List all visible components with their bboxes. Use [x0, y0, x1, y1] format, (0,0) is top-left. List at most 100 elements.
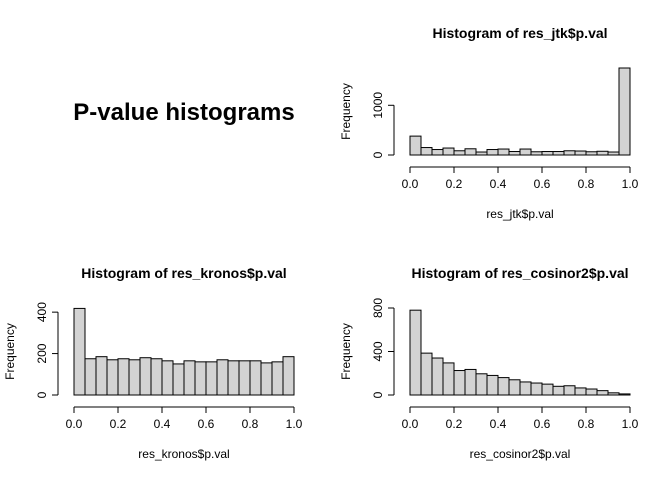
histogram-bar: [453, 150, 466, 156]
x-tick-label: 0.0: [66, 417, 83, 431]
x-tick-label: 0.6: [198, 417, 215, 431]
x-tick-label: 0.2: [110, 417, 127, 431]
x-tick-label: 0.4: [154, 417, 171, 431]
histogram-bar: [607, 392, 620, 396]
histogram-bar: [420, 147, 433, 156]
histogram-bar: [475, 151, 488, 156]
histogram-bar: [117, 358, 130, 396]
x-tick-label: 0.2: [446, 417, 463, 431]
x-tick-label: 1.0: [622, 177, 639, 191]
histogram-bar: [541, 151, 554, 156]
y-axis-label: Frequency: [339, 323, 353, 380]
histogram-bar: [618, 393, 631, 396]
histogram-bar: [574, 387, 587, 396]
x-tick-label: 0.8: [578, 177, 595, 191]
histogram-bar: [552, 385, 565, 396]
histogram-bar: [475, 373, 488, 396]
x-tick-label: 0.2: [446, 177, 463, 191]
x-tick-label: 0.8: [578, 417, 595, 431]
histogram-bar: [618, 67, 631, 156]
histogram-bar: [508, 151, 521, 156]
histogram-bar: [205, 361, 218, 396]
x-tick-label: 0.4: [490, 417, 507, 431]
histogram-bar: [596, 150, 609, 156]
panel-title: Histogram of res_cosinor2$p.val: [411, 265, 628, 281]
histogram-bar: [585, 388, 598, 396]
y-axis-label: Frequency: [339, 83, 353, 140]
x-tick-label: 0.0: [402, 417, 419, 431]
histogram-bar: [464, 368, 477, 396]
histogram-kronos-panel: Histogram of res_kronos$p.val 0.0 0.2 0.4 0.…: [3, 265, 303, 461]
histogram-bar: [172, 363, 185, 396]
x-axis-label: res_cosinor2$p.val: [470, 447, 571, 461]
histogram-bar: [106, 359, 119, 396]
histogram-bar: [161, 360, 174, 396]
x-tick-label: 0.0: [402, 177, 419, 191]
histogram-bar: [260, 362, 273, 396]
histogram-bar: [271, 361, 284, 396]
histogram-bar: [442, 147, 455, 156]
histogram-bar: [249, 360, 262, 396]
histogram-bar: [607, 151, 620, 156]
histogram-bar: [519, 148, 532, 156]
histogram-bar: [216, 359, 229, 396]
histogram-bar: [453, 370, 466, 396]
histogram-bar: [150, 358, 163, 396]
histogram-jtk-panel: Histogram of res_jtk$p.val 0.0 0.2 0.4 0.6 0.…: [339, 25, 639, 221]
histogram-bar: [552, 151, 565, 156]
x-tick-label: 0.6: [534, 177, 551, 191]
histogram-bar: [95, 356, 108, 396]
histogram-bar: [431, 357, 444, 396]
panel-title: Histogram of res_jtk$p.val: [432, 25, 607, 41]
y-tick-label: 1000: [371, 92, 385, 119]
histogram-bar: [194, 361, 207, 396]
histogram-bar: [563, 385, 576, 396]
histogram-bar: [508, 379, 521, 396]
histogram-bar: [183, 360, 196, 396]
y-axis-label: Frequency: [3, 323, 17, 380]
y-tick-label: 400: [35, 302, 49, 322]
histogram-bar: [73, 307, 86, 396]
histogram-bar: [464, 148, 477, 156]
histogram-bar: [84, 358, 97, 396]
x-tick-label: 1.0: [286, 417, 303, 431]
histogram-bar: [139, 357, 152, 396]
histogram-bar: [420, 352, 433, 396]
y-tick-label: 800: [371, 298, 385, 318]
x-tick-label: 0.4: [490, 177, 507, 191]
histogram-bar: [442, 362, 455, 396]
histogram-bar: [530, 382, 543, 396]
y-tick-label: 0: [35, 391, 49, 398]
histogram-bar: [431, 149, 444, 156]
histogram-bar: [574, 150, 587, 156]
x-tick-label: 1.0: [622, 417, 639, 431]
y-tick-label: 200: [35, 343, 49, 363]
histogram-bar: [541, 383, 554, 396]
histogram-cosinor2-panel: Histogram of res_cosinor2$p.val 0.0 0.2 0.4…: [339, 265, 639, 461]
y-tick-label: 0: [371, 391, 385, 398]
y-tick-label: 400: [371, 341, 385, 361]
histogram-bar: [596, 390, 609, 396]
histogram-bar: [409, 135, 422, 156]
histogram-bar: [409, 309, 422, 396]
x-tick-label: 0.6: [534, 417, 551, 431]
x-axis-label: res_kronos$p.val: [138, 447, 229, 461]
histogram-bar: [128, 359, 141, 396]
histogram-bar: [530, 151, 543, 156]
histogram-bar: [486, 374, 499, 396]
histogram-bar: [497, 148, 510, 156]
histogram-bar: [563, 150, 576, 156]
y-tick-label: 0: [371, 151, 385, 158]
histogram-bar: [486, 149, 499, 156]
figure-title: P-value histograms: [73, 99, 294, 126]
panel-title: Histogram of res_kronos$p.val: [81, 265, 286, 281]
histogram-bar: [519, 381, 532, 396]
x-axis-label: res_jtk$p.val: [486, 207, 553, 221]
histogram-bar: [497, 377, 510, 396]
histogram-bar: [282, 356, 295, 396]
histogram-bar: [238, 360, 251, 396]
x-tick-label: 0.8: [242, 417, 259, 431]
histogram-bar: [585, 151, 598, 156]
histogram-bar: [227, 360, 240, 396]
